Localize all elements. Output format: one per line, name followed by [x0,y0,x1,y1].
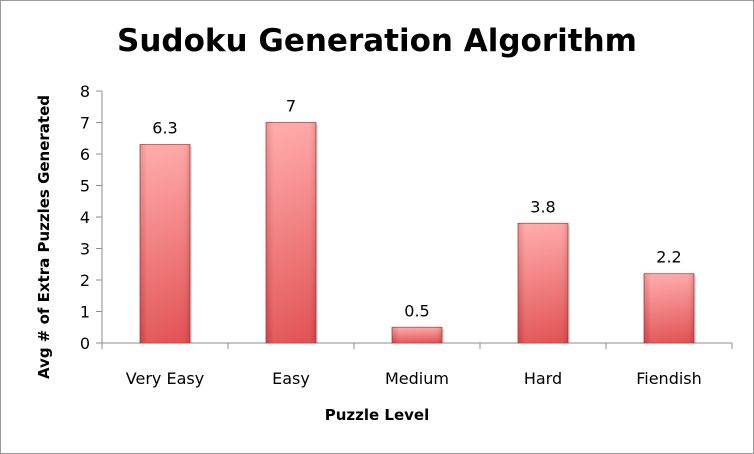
y-tick-label: 5 [80,177,90,196]
bar-sheen [266,122,316,343]
bar-sheen [140,144,190,343]
bar-sheen [518,223,568,343]
x-tick-label: Easy [272,369,310,388]
data-label: 0.5 [404,301,429,320]
x-axis-title: Puzzle Level [324,406,430,424]
x-tick-label: Hard [524,369,562,388]
bar-sheen [392,327,442,343]
data-label: 6.3 [152,119,177,138]
y-tick-label: 8 [80,82,90,101]
y-tick-label: 0 [80,334,90,353]
chart-title: Sudoku Generation Algorithm [117,23,637,59]
y-tick-label: 1 [80,303,90,322]
y-tick-label: 7 [80,114,90,133]
data-label: 2.2 [656,248,681,267]
y-tick-label: 3 [80,240,90,259]
y-tick-label: 2 [80,271,90,290]
x-tick-label: Fiendish [636,369,702,388]
data-label: 7 [286,97,296,116]
y-tick-label: 4 [80,208,90,227]
data-label: 3.8 [530,197,555,216]
y-tick-label: 6 [80,145,90,164]
x-tick-label: Very Easy [126,369,204,388]
x-tick-label: Medium [385,369,449,388]
bar-sheen [644,273,694,343]
